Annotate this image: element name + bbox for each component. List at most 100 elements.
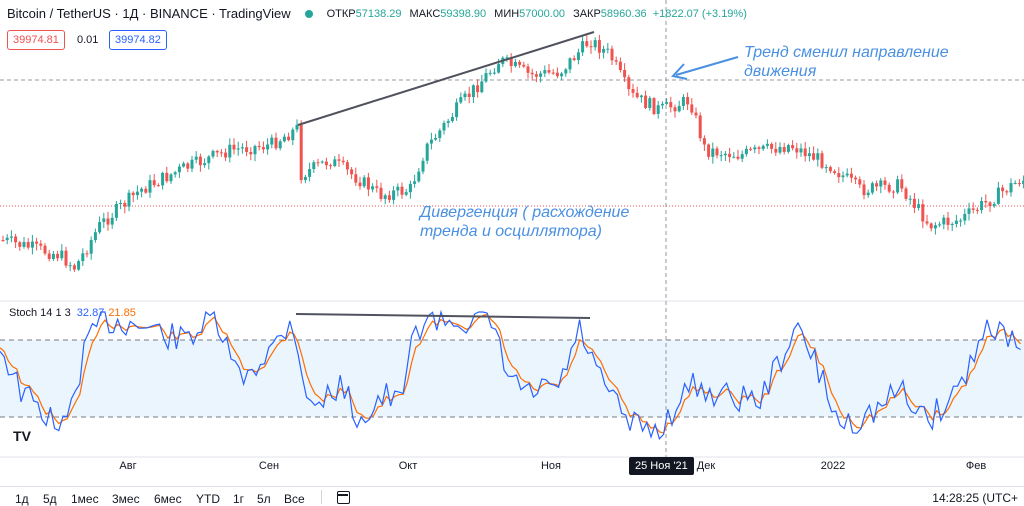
stoch-k-value: 32.87 [77,307,105,319]
candle-body [321,162,324,163]
candle-body [65,251,68,266]
candle-body [564,69,567,73]
candle-body [119,203,122,204]
candle-body [825,167,828,168]
candle-body [602,49,605,53]
candle-body [304,177,307,180]
range-5y-button[interactable]: 5л [257,492,271,506]
candle-body [258,146,261,147]
candle-body [917,204,920,208]
symbol-title[interactable]: Bitcoin / TetherUS · 1Д · BINANCE · Trad… [7,6,291,21]
candle-body [224,153,227,158]
candle-body [409,184,412,192]
candle-body [144,189,147,193]
candle-body [770,144,773,149]
candle-body [56,254,59,258]
candle-body [472,85,475,97]
candle-body [468,94,471,97]
candle-body [695,113,698,116]
range-1d-button[interactable]: 1д [15,492,29,506]
candle-body [489,73,492,74]
trend-change-annotation[interactable]: Тренд сменил направление движения [744,43,949,81]
candle-body [98,222,101,232]
candle-body [136,192,139,195]
candle-body [207,157,210,164]
candle-body [287,137,290,140]
range-ytd-button[interactable]: YTD [196,492,220,506]
candle-body [821,153,824,168]
candle-body [573,58,576,60]
candle-body [690,104,693,112]
candle-body [963,214,966,221]
high-value: 59398.90 [440,8,486,20]
candle-body [644,96,647,108]
candle-body [531,73,534,74]
candle-body [812,153,815,159]
candle-body [980,201,983,210]
candle-body [312,162,315,169]
calendar-icon[interactable] [337,491,350,504]
candle-body [762,146,765,149]
range-5d-button[interactable]: 5д [43,492,57,506]
range-3m-button[interactable]: 3мес [112,492,140,506]
divergence-annotation[interactable]: Дивергенция ( расхождение тренда и осцил… [420,203,629,241]
candle-body [455,102,458,117]
candle-body [60,251,63,259]
candle-body [413,181,416,184]
candle-body [875,183,878,186]
candle-body [989,202,992,206]
range-all-button[interactable]: Все [284,492,305,506]
candle-body [539,73,542,76]
candle-body [984,201,987,202]
range-6m-button[interactable]: 6мес [154,492,182,506]
crosshair-date-label: 25 Ноя '21 [629,457,694,475]
candle-body [905,189,908,199]
annotation-arrow-shaft [676,57,738,75]
candle-body [720,155,723,156]
xaxis-label-feb: Фев [966,460,986,472]
candle-body [909,199,912,200]
candle-body [245,147,248,152]
candle-body [300,125,303,180]
candle-body [850,174,853,178]
low-label: МИН [494,8,519,20]
sell-price-button[interactable]: 39974.81 [7,30,65,50]
candle-body [657,105,660,114]
candle-body [858,179,861,184]
candle-body [816,153,819,159]
candle-body [997,188,1000,204]
candle-body [157,185,160,186]
candle-body [884,180,887,184]
candle-body [10,237,13,238]
candle-body [669,102,672,107]
candle-body [165,173,168,181]
candle-body [388,195,391,200]
range-1y-button[interactable]: 1г [233,492,244,506]
candle-body [241,147,244,148]
candle-body [892,192,895,193]
candle-body [354,174,357,182]
candle-body [514,62,517,66]
candle-body [35,242,38,244]
candle-body [522,65,525,67]
candle-body [934,225,937,228]
candle-body [1005,191,1008,192]
clock-timezone[interactable]: 14:28:25 (UTC+ [932,491,1018,505]
candle-body [1018,183,1021,184]
candle-body [753,147,756,149]
trend-annotation-line1: Тренд сменил направление [744,43,949,62]
price-trendline[interactable] [298,32,594,125]
candle-body [128,193,131,207]
candle-body [94,232,97,240]
tradingview-logo-icon[interactable]: TV [8,425,36,447]
candle-body [384,195,387,199]
candle-body [417,172,420,182]
candle-body [800,148,803,152]
candle-body [976,210,979,211]
range-1m-button[interactable]: 1мес [71,492,99,506]
buy-price-button[interactable]: 39974.82 [109,30,167,50]
candle-body [69,265,72,266]
candle-body [90,240,93,254]
